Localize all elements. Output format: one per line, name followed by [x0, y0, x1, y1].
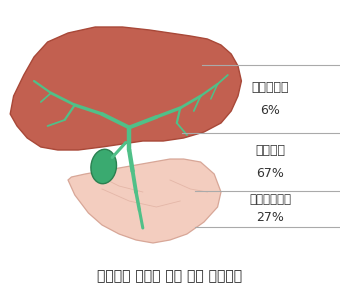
Polygon shape [10, 27, 241, 150]
Text: 간내담관암: 간내담관암 [252, 81, 289, 94]
Text: 27%: 27% [256, 211, 284, 224]
Text: 6%: 6% [260, 104, 280, 117]
Polygon shape [68, 159, 221, 243]
Text: 67%: 67% [256, 167, 284, 180]
Ellipse shape [91, 149, 117, 184]
Text: 【담도의 위치에 따른 암의 발병률】: 【담도의 위치에 따른 암의 발병률】 [98, 269, 242, 283]
Text: 간문부암: 간문부암 [255, 144, 285, 157]
Text: 원위부담관암: 원위부담관암 [249, 193, 291, 206]
